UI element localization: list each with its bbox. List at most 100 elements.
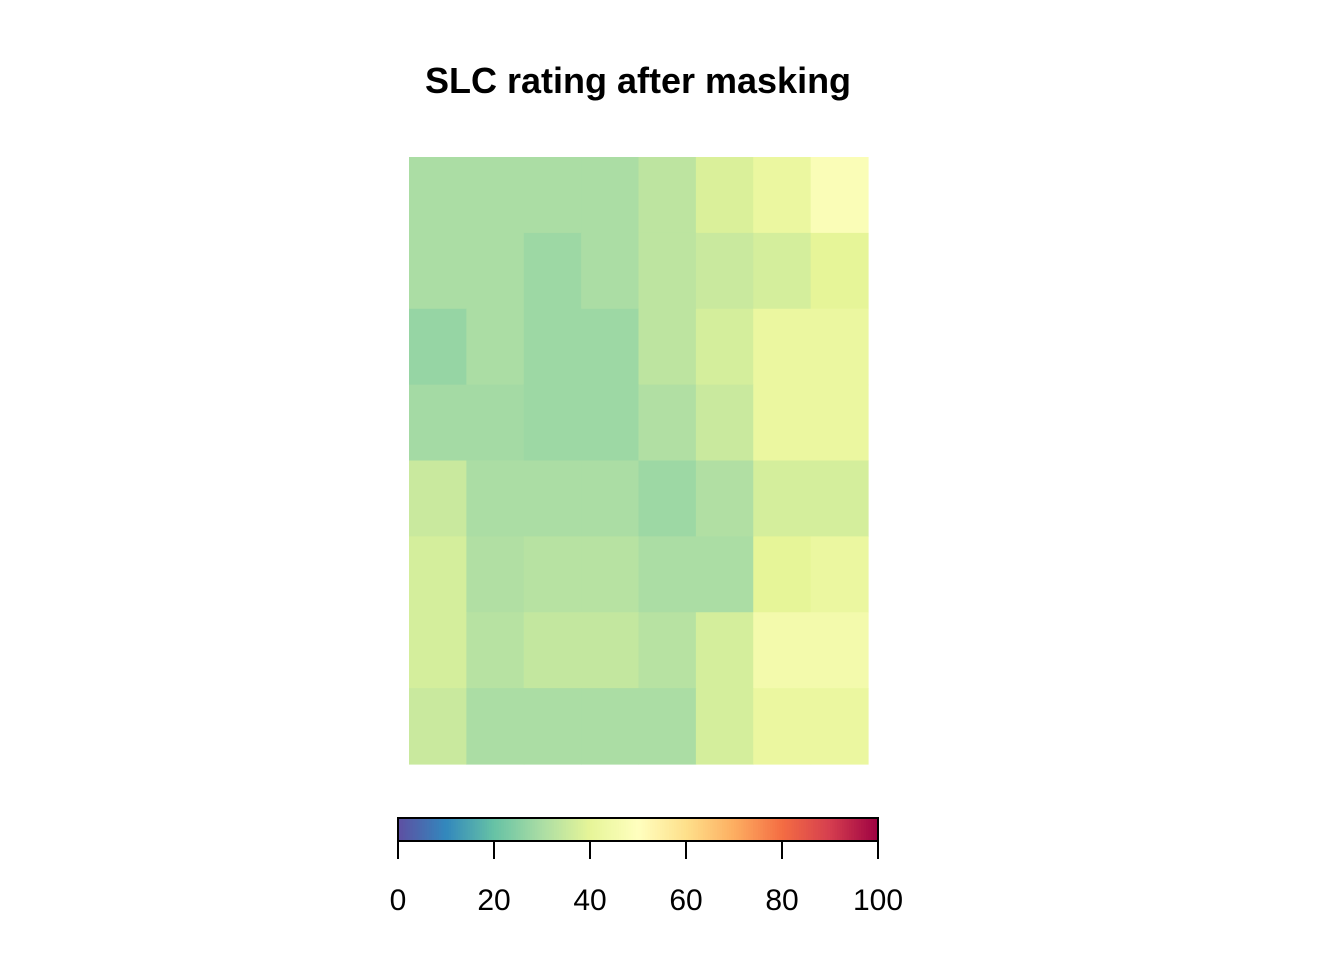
heatmap-cell-r1-c7 [810,232,869,310]
colorbar-swatch [837,818,841,841]
colorbar-swatch [772,818,776,841]
colorbar-swatch [467,818,471,841]
colorbar-swatch [417,818,421,841]
heatmap-cell-r0-c3 [581,157,640,234]
colorbar-swatch [755,818,759,841]
colorbar-swatch [549,818,553,841]
colorbar-swatch [659,818,663,841]
colorbar-swatch [868,818,872,841]
colorbar-swatch [842,818,845,841]
colorbar-swatch [813,818,817,841]
colorbar-swatch [575,818,579,841]
heatmap-cell-r4-c2 [523,460,582,537]
colorbar-swatch [585,818,589,841]
colorbar-swatch [506,818,509,841]
colorbar-swatch [405,818,409,841]
colorbar-tick-label: 60 [669,884,702,917]
colorbar-swatch [791,818,795,841]
heatmap-cell-r1-c6 [753,232,812,310]
colorbar-swatch [592,818,596,841]
colorbar-swatch [674,818,677,841]
colorbar-swatch [398,818,401,841]
heatmap-cell-r0-c0 [409,157,467,234]
colorbar-swatch [419,818,423,841]
colorbar-swatch [496,818,500,841]
colorbar-swatch [410,818,413,841]
colorbar-swatch [587,818,591,841]
heatmap-cell-r5-c6 [753,536,812,613]
colorbar-swatch [407,818,411,841]
colorbar-swatch [477,818,481,841]
colorbar-swatch [474,818,478,841]
colorbar-swatch [827,818,831,841]
colorbar-swatch [825,818,829,841]
heatmap-cell-r7-c4 [638,688,697,765]
colorbar-tick-label: 40 [573,884,606,917]
colorbar-swatch [846,818,850,841]
colorbar-swatch [604,818,608,841]
colorbar-swatch [638,818,641,841]
colorbar-swatch [729,818,733,841]
heatmap-cell-r4-c1 [466,460,525,537]
colorbar-ticks: 0 20 40 60 80 100 [390,841,903,917]
colorbar-swatch [770,818,773,841]
colorbar-swatch [657,818,661,841]
colorbar-swatch [765,818,769,841]
colorbar-swatch [453,818,457,841]
heatmap-cell-r2-c4 [638,308,697,386]
colorbar-swatch [422,818,425,841]
colorbar-swatch [738,818,742,841]
colorbar-swatch [810,818,814,841]
colorbar-swatch [515,818,519,841]
colorbar-swatch [614,818,617,841]
colorbar-swatch [839,818,843,841]
heatmap-cell-r1-c4 [638,232,697,310]
colorbar-swatch [664,818,668,841]
colorbar-swatch [558,818,562,841]
colorbar-swatch [470,818,473,841]
colorbar-swatch [719,818,723,841]
colorbar-swatch [731,818,735,841]
colorbar-swatch [491,818,495,841]
heatmap-cell-r2-c7 [810,308,869,386]
colorbar-swatch [443,818,447,841]
colorbar-swatch [534,818,538,841]
colorbar-swatch [686,818,689,841]
colorbar-gradient [398,818,879,841]
colorbar-swatch [544,818,548,841]
colorbar-swatch [472,818,476,841]
colorbar-swatch [849,818,853,841]
heatmap-cell-r4-c0 [409,460,467,537]
heatmap-cell-r7-c6 [753,688,812,765]
colorbar-swatch [786,818,790,841]
colorbar-tick-label: 0 [390,884,407,917]
heatmap-cell-r5-c5 [695,536,754,613]
colorbar-tick-label: 80 [765,884,798,917]
colorbar-swatch [820,818,824,841]
colorbar-swatch [494,818,497,841]
colorbar-swatch [789,818,793,841]
heatmap-cell-r6-c1 [466,612,525,689]
heatmap-cell-r4-c7 [810,460,869,537]
chart-title: SLC rating after masking [425,60,851,101]
colorbar-swatch [698,818,701,841]
colorbar-swatch [429,818,433,841]
heatmap-cell-r3-c3 [581,384,640,462]
colorbar-swatch [590,818,593,841]
colorbar-swatch [599,818,603,841]
colorbar-swatch [630,818,634,841]
heatmap-cell-r4-c6 [753,460,812,537]
heatmap-cell-r1-c2 [523,232,582,310]
colorbar-swatch [652,818,656,841]
colorbar-swatch [717,818,721,841]
colorbar-swatch [484,818,488,841]
colorbar-swatch [822,818,826,841]
colorbar-swatch [707,818,711,841]
heatmap-cell-r3-c6 [753,384,812,462]
colorbar-swatch [522,818,526,841]
heatmap-cell-r4-c3 [581,460,640,537]
colorbar-swatch [402,818,406,841]
heatmap-cell-r7-c3 [581,688,640,765]
colorbar-swatch [851,818,855,841]
heatmap-cell-r0-c7 [810,157,869,234]
